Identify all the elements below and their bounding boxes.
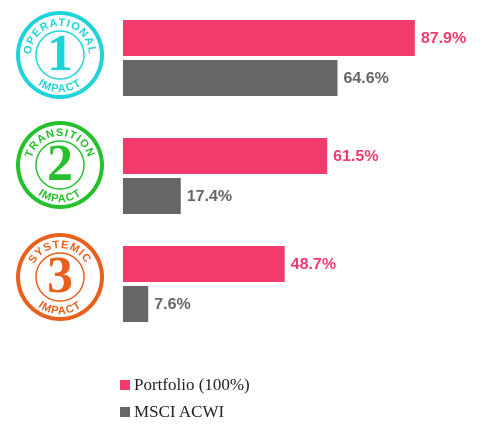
bar — [123, 246, 285, 282]
value-label: 64.6% — [343, 70, 388, 87]
badge-inner-ring — [35, 140, 85, 190]
badge-number: 1 — [47, 25, 73, 82]
value-label: 48.7% — [291, 256, 336, 273]
badge-ring — [16, 121, 104, 209]
legend-swatch — [120, 380, 130, 390]
badge-ring — [16, 233, 104, 321]
badge-bottom-label: IMPACT — [36, 299, 84, 317]
badge-inner-ring — [35, 252, 85, 302]
value-label: 61.5% — [333, 148, 378, 165]
value-label: 87.9% — [421, 30, 466, 47]
badge-inner-ring — [35, 30, 85, 80]
badge-bottom-text: IMPACT — [36, 299, 83, 317]
badge-bottom-text: IMPACT — [36, 77, 83, 95]
bar — [123, 138, 328, 174]
legend-swatch — [120, 407, 130, 417]
bar — [123, 60, 338, 96]
value-label: 17.4% — [187, 188, 232, 205]
badge-bottom-text: IMPACT — [36, 187, 83, 205]
value-label: 7.6% — [154, 296, 190, 313]
badge-ring — [16, 11, 104, 99]
bar — [123, 178, 181, 214]
legend-label: Portfolio (100%) — [134, 375, 250, 394]
badge-bottom-label: IMPACT — [36, 77, 84, 95]
badge-number: 2 — [47, 135, 73, 192]
bar — [123, 20, 415, 56]
badge-bottom-label: IMPACT — [36, 187, 84, 205]
bar — [123, 286, 149, 322]
legend-label: MSCI ACWI — [134, 402, 225, 421]
badge-number: 3 — [47, 247, 73, 304]
